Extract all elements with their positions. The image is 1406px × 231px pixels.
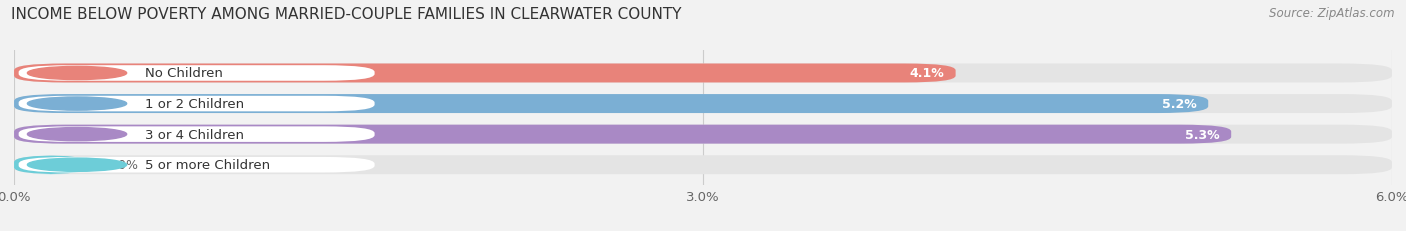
- Text: 1 or 2 Children: 1 or 2 Children: [145, 98, 243, 111]
- Text: 0.0%: 0.0%: [105, 158, 138, 171]
- FancyBboxPatch shape: [14, 155, 87, 174]
- Text: 4.1%: 4.1%: [910, 67, 945, 80]
- Text: Source: ZipAtlas.com: Source: ZipAtlas.com: [1270, 7, 1395, 20]
- FancyBboxPatch shape: [14, 95, 1392, 114]
- FancyBboxPatch shape: [18, 96, 374, 112]
- FancyBboxPatch shape: [18, 157, 374, 173]
- Text: 5 or more Children: 5 or more Children: [145, 158, 270, 171]
- Circle shape: [27, 158, 127, 172]
- FancyBboxPatch shape: [14, 125, 1392, 144]
- FancyBboxPatch shape: [14, 64, 956, 83]
- Circle shape: [27, 128, 127, 141]
- Circle shape: [27, 67, 127, 80]
- Text: INCOME BELOW POVERTY AMONG MARRIED-COUPLE FAMILIES IN CLEARWATER COUNTY: INCOME BELOW POVERTY AMONG MARRIED-COUPL…: [11, 7, 682, 22]
- Text: 3 or 4 Children: 3 or 4 Children: [145, 128, 243, 141]
- FancyBboxPatch shape: [14, 64, 1392, 83]
- Text: No Children: No Children: [145, 67, 222, 80]
- FancyBboxPatch shape: [18, 66, 374, 81]
- Text: 5.3%: 5.3%: [1185, 128, 1219, 141]
- FancyBboxPatch shape: [14, 95, 1208, 114]
- FancyBboxPatch shape: [14, 125, 1232, 144]
- FancyBboxPatch shape: [18, 127, 374, 142]
- Text: 5.2%: 5.2%: [1161, 98, 1197, 111]
- Circle shape: [27, 97, 127, 111]
- FancyBboxPatch shape: [14, 155, 1392, 174]
